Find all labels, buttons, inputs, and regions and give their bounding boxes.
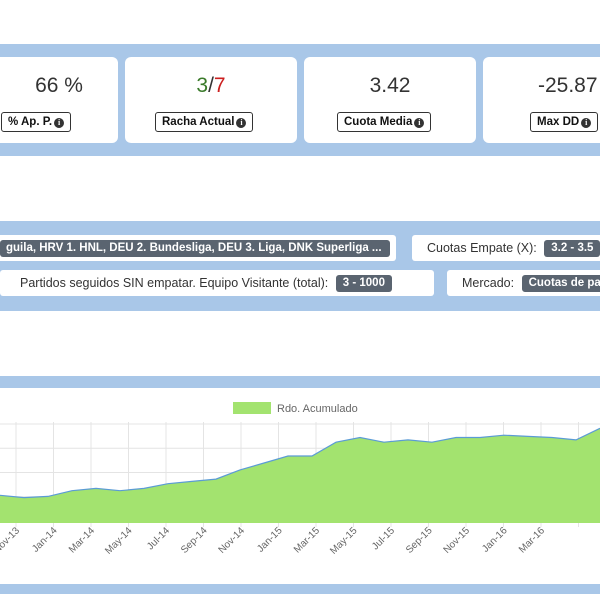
stat-value-ap: 66 % [35, 74, 83, 97]
stat-label-cuota-text: Cuota Media [344, 116, 413, 128]
racha-total: 7 [213, 74, 226, 97]
cumulative-result-chart: Nov-13 Jan-14 Mar-14 May-14 Jul-14 Sep-14 Nov-… [0, 402, 600, 557]
x-tick-label: Jul-14 [145, 525, 172, 552]
info-icon[interactable]: i [54, 118, 65, 128]
x-tick-label: Jan-16 [480, 525, 510, 555]
stat-label-racha-text: Racha Actual [162, 116, 235, 128]
x-tick-label: Mar-15 [292, 525, 322, 555]
stat-label-maxdd-text: Max DD [537, 116, 580, 128]
filter-cuotas-empate[interactable]: Cuotas Empate (X): 3.2 - 3.5 [412, 235, 600, 261]
stat-card-cuota: 3.42 Cuota Media i [304, 57, 476, 143]
x-tick-label: Mar-16 [517, 525, 547, 555]
cuotas-empate-label: Cuotas Empate (X): [427, 241, 537, 255]
x-tick-label: Mar-14 [67, 525, 97, 555]
x-tick-label: Sep-15 [404, 525, 435, 556]
info-icon[interactable]: i [581, 118, 592, 128]
x-tick-label: Nov-15 [442, 525, 473, 556]
x-tick-label: Sep-14 [179, 525, 210, 556]
partidos-tag: 3 - 1000 [335, 275, 392, 292]
stat-value-cuota: 3.42 [369, 74, 411, 97]
x-tick-label: Nov-13 [0, 525, 22, 556]
stat-value-racha: 3/7 [125, 74, 297, 98]
stat-card-ap: 66 % % Ap. P. i [0, 57, 118, 143]
racha-separator: / [208, 74, 214, 97]
stat-label-ap[interactable]: % Ap. P. i [1, 112, 72, 132]
x-axis-labels: Nov-13 Jan-14 Mar-14 May-14 Jul-14 Sep-14 Nov-… [0, 525, 547, 557]
x-tick-label: Jan-15 [255, 525, 285, 555]
stat-label-cuota[interactable]: Cuota Media i [337, 112, 432, 132]
cuotas-empate-tag: 3.2 - 3.5 [544, 240, 600, 257]
chart-band-bottom [0, 584, 600, 594]
filter-mercado[interactable]: Mercado: Cuotas de pa [447, 270, 600, 296]
stat-label-maxdd[interactable]: Max DD i [530, 112, 599, 132]
chart-legend: Rdo. Acumulado [233, 402, 358, 415]
stat-label-racha[interactable]: Racha Actual i [155, 112, 254, 132]
chart-band-top [0, 376, 600, 388]
leagues-tag: guila, HRV 1. HNL, DEU 2. Bundesliga, DE… [0, 240, 390, 257]
x-tick-label: May-15 [328, 525, 360, 557]
legend-swatch [233, 402, 271, 414]
line-series-rdo-acumulado [0, 427, 600, 499]
area-series-rdo-acumulado [0, 428, 600, 523]
legend-label: Rdo. Acumulado [277, 403, 358, 415]
chart-panel: Nov-13 Jan-14 Mar-14 May-14 Jul-14 Sep-14 Nov-… [0, 388, 600, 584]
stat-label-ap-text: % Ap. P. [8, 116, 53, 128]
x-tick-label: Jan-14 [30, 525, 60, 555]
stat-value-maxdd: -25.87 [538, 74, 598, 97]
mercado-tag: Cuotas de pa [521, 275, 600, 292]
mercado-label: Mercado: [462, 276, 515, 290]
filter-leagues[interactable]: guila, HRV 1. HNL, DEU 2. Bundesliga, DE… [0, 235, 396, 261]
filter-partidos[interactable]: Partidos seguidos SIN empatar. Equipo Vi… [0, 270, 434, 296]
racha-wins: 3 [196, 74, 209, 97]
partidos-label: Partidos seguidos SIN empatar. Equipo Vi… [20, 276, 329, 290]
x-tick-label: Jul-15 [370, 525, 397, 552]
x-tick-label: Nov-14 [217, 525, 248, 556]
info-icon[interactable]: i [236, 118, 247, 128]
x-tick-label: May-14 [103, 525, 135, 557]
info-icon[interactable]: i [414, 118, 425, 128]
stat-card-racha: 3/7 Racha Actual i [125, 57, 297, 143]
stat-card-maxdd: -25.87 Max DD i [483, 57, 600, 143]
